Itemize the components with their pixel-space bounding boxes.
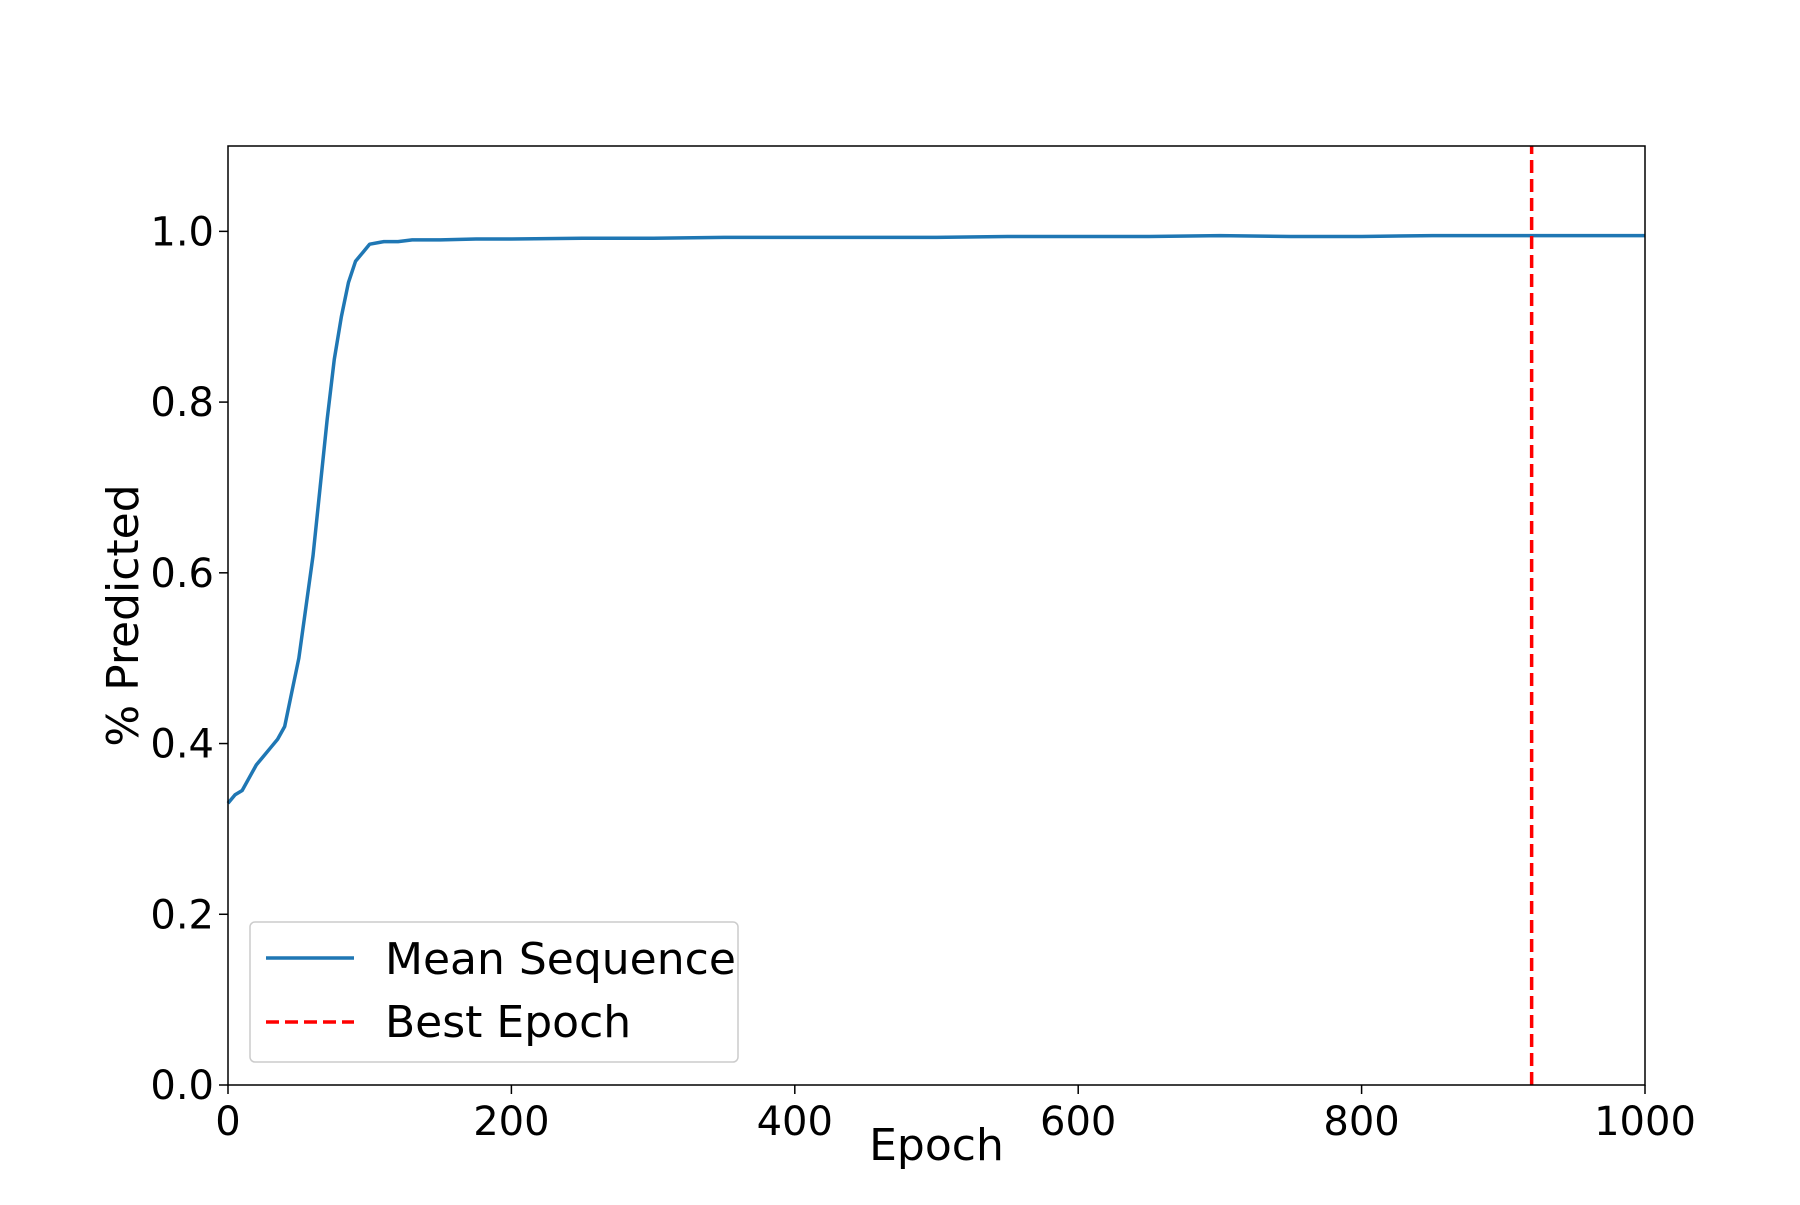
x-tick-label: 600: [1040, 1099, 1116, 1145]
legend-label-best-epoch: Best Epoch: [385, 997, 631, 1048]
y-tick-label: 0.4: [150, 722, 214, 768]
series-line-mean-sequence: [226, 233, 1645, 805]
y-axis-title: % Predicted: [98, 484, 149, 746]
y-tick-label: 0.2: [150, 892, 214, 938]
x-axis-ticks: 0 200 400 600 800 1000: [215, 1085, 1696, 1145]
legend: Mean Sequence Best Epoch: [249, 921, 739, 1063]
x-tick-label: 400: [757, 1099, 833, 1145]
x-tick-label: 1000: [1594, 1099, 1696, 1145]
y-tick-label: 1.0: [150, 209, 214, 255]
series-layer: [226, 146, 1645, 1085]
legend-box: [249, 921, 739, 1063]
x-axis-title: Epoch: [869, 1120, 1004, 1171]
plot-frame: [227, 145, 1646, 1086]
legend-label-mean-sequence: Mean Sequence: [385, 934, 736, 985]
y-tick-label: 0.0: [150, 1063, 214, 1109]
y-axis-ticks: 0.0 0.2 0.4 0.6 0.8 1.0: [150, 209, 228, 1109]
x-tick-label: 0: [215, 1099, 240, 1145]
y-tick-label: 0.8: [150, 380, 214, 426]
x-tick-label: 800: [1323, 1099, 1399, 1145]
y-tick-label: 0.6: [150, 551, 214, 597]
x-tick-label: 200: [473, 1099, 549, 1145]
